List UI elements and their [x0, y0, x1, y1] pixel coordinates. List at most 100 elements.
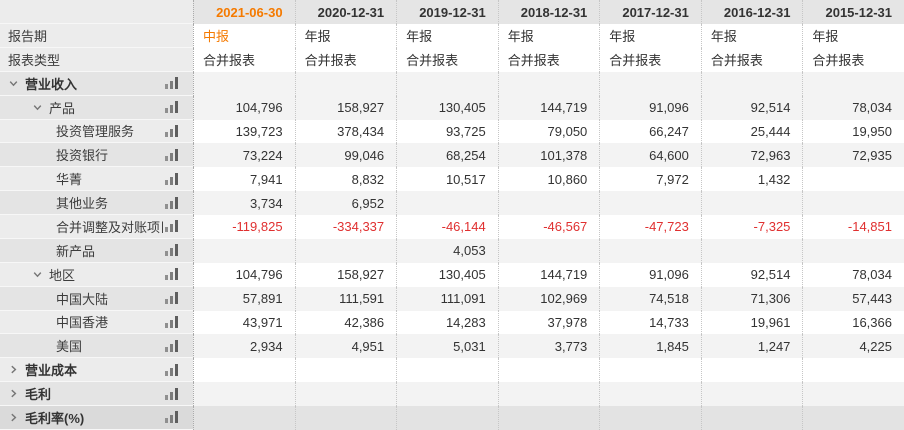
value-cell: [193, 406, 295, 430]
value-cell: 中报: [193, 24, 295, 48]
row-label-cell[interactable]: 产品: [0, 95, 193, 120]
value-cell: 7,941: [193, 167, 295, 192]
value-cell: 合并报表: [497, 47, 600, 72]
value-cell: -14,851: [802, 215, 904, 239]
bar-chart-icon[interactable]: [165, 387, 185, 400]
value-cell: 104,796: [193, 262, 295, 287]
bar-chart-icon[interactable]: [165, 339, 185, 352]
value-cell: 68,254: [396, 143, 498, 168]
row-label: 中国大陆: [56, 291, 109, 307]
value-cell: 66,247: [599, 119, 701, 144]
bar-chart-icon[interactable]: [165, 196, 185, 209]
row-label: 报表类型: [8, 52, 61, 68]
row-label: 投资管理服务: [56, 124, 135, 140]
row-label-cell[interactable]: 营业成本: [0, 358, 193, 383]
row-label-cell: 其他业务: [0, 191, 193, 215]
value-cell: [599, 406, 701, 430]
value-cell: 4,225: [802, 334, 904, 359]
value-cell: [802, 382, 904, 406]
value-cell: -334,337: [294, 215, 397, 239]
value-cell: -46,567: [497, 215, 600, 239]
value-cell: -47,723: [599, 215, 701, 239]
value-cell: [599, 238, 701, 263]
row-label: 美国: [56, 339, 83, 355]
value-cell: 37,978: [497, 310, 600, 335]
value-cell: 4,053: [396, 238, 498, 263]
value-cell: [599, 382, 701, 406]
value-cell: 合并报表: [396, 47, 498, 72]
table-row: 中国大陆 57,891 111,591 111,091 102,969 74,518 71,…: [0, 286, 904, 311]
bar-chart-icon[interactable]: [165, 363, 185, 376]
table-row: 地区 104,796 158,927 130,405 144,719 91,096 92,5…: [0, 262, 904, 287]
bar-chart-icon[interactable]: [165, 172, 185, 185]
value-cell: 111,591: [294, 286, 397, 311]
chevron-down-icon[interactable]: [32, 269, 49, 280]
row-label: 华菁: [56, 172, 83, 188]
value-cell: 91,096: [599, 95, 701, 120]
table-row: 投资银行 73,224 99,046 68,254 101,378 64,600 72,96…: [0, 143, 904, 168]
bar-chart-icon[interactable]: [165, 268, 185, 281]
row-label-cell[interactable]: 毛利率(%): [0, 406, 193, 430]
value-cell: 139,723: [193, 119, 295, 144]
value-cell: 91,096: [599, 262, 701, 287]
value-cell: 93,725: [396, 119, 498, 144]
row-label: 营业成本: [25, 363, 78, 379]
value-cell: [802, 406, 904, 430]
value-cell: 3,734: [193, 191, 295, 215]
row-label-cell[interactable]: 地区: [0, 262, 193, 287]
value-cell: 101,378: [497, 143, 600, 168]
value-cell: [700, 238, 803, 263]
value-cell: [599, 358, 701, 383]
bar-chart-icon[interactable]: [165, 315, 185, 328]
bar-chart-icon[interactable]: [165, 77, 185, 90]
bar-chart-icon[interactable]: [165, 220, 185, 233]
value-cell: [294, 71, 397, 96]
bar-chart-icon[interactable]: [165, 101, 185, 114]
value-cell: -119,825: [193, 215, 295, 239]
bar-chart-icon[interactable]: [165, 244, 185, 257]
value-cell: 57,891: [193, 286, 295, 311]
table-row: 投资管理服务 139,723 378,434 93,725 79,050 66,247 25…: [0, 119, 904, 144]
value-cell: 1,247: [700, 334, 803, 359]
bar-chart-icon[interactable]: [165, 148, 185, 161]
value-cell: [802, 238, 904, 263]
row-label-cell: 合并调整及对账项目: [0, 215, 193, 239]
value-cell: [396, 358, 498, 383]
value-cell: [497, 238, 600, 263]
row-label: 投资银行: [56, 148, 109, 164]
chevron-right-icon[interactable]: [8, 364, 25, 375]
column-header-period: 2018-12-31: [497, 0, 600, 24]
value-cell: 72,963: [700, 143, 803, 168]
header-corner-cell: [0, 0, 193, 24]
value-cell: 72,935: [802, 143, 904, 168]
chevron-down-icon[interactable]: [32, 102, 49, 113]
value-cell: 7,972: [599, 167, 701, 192]
value-cell: 合并报表: [193, 47, 295, 72]
chevron-right-icon[interactable]: [8, 412, 25, 423]
row-label-cell[interactable]: 毛利: [0, 382, 193, 406]
table-row: 毛利率(%): [0, 406, 904, 430]
table-row: 合并调整及对账项目 -119,825 -334,337 -46,144 -46,567-…: [0, 215, 904, 239]
value-cell: 102,969: [497, 286, 600, 311]
bar-chart-icon[interactable]: [165, 411, 185, 424]
row-label: 新产品: [56, 243, 96, 259]
value-cell: 130,405: [396, 95, 498, 120]
row-label-cell: 新产品: [0, 238, 193, 263]
row-label-cell: 美国: [0, 334, 193, 359]
row-label: 毛利率(%): [25, 410, 85, 426]
column-header-period: 2015-12-31: [802, 0, 904, 24]
row-label-cell[interactable]: 营业收入: [0, 71, 193, 96]
chevron-right-icon[interactable]: [8, 388, 25, 399]
bar-chart-icon[interactable]: [165, 292, 185, 305]
chevron-down-icon[interactable]: [8, 78, 25, 89]
value-cell: 4,951: [294, 334, 397, 359]
value-cell: 92,514: [700, 262, 803, 287]
column-header-period: 2017-12-31: [599, 0, 701, 24]
row-label-cell: 投资管理服务: [0, 119, 193, 144]
value-cell: [802, 191, 904, 215]
value-cell: -46,144: [396, 215, 498, 239]
bar-chart-icon[interactable]: [165, 124, 185, 137]
value-cell: 合并报表: [599, 47, 701, 72]
value-cell: [294, 358, 397, 383]
value-cell: 19,950: [802, 119, 904, 144]
